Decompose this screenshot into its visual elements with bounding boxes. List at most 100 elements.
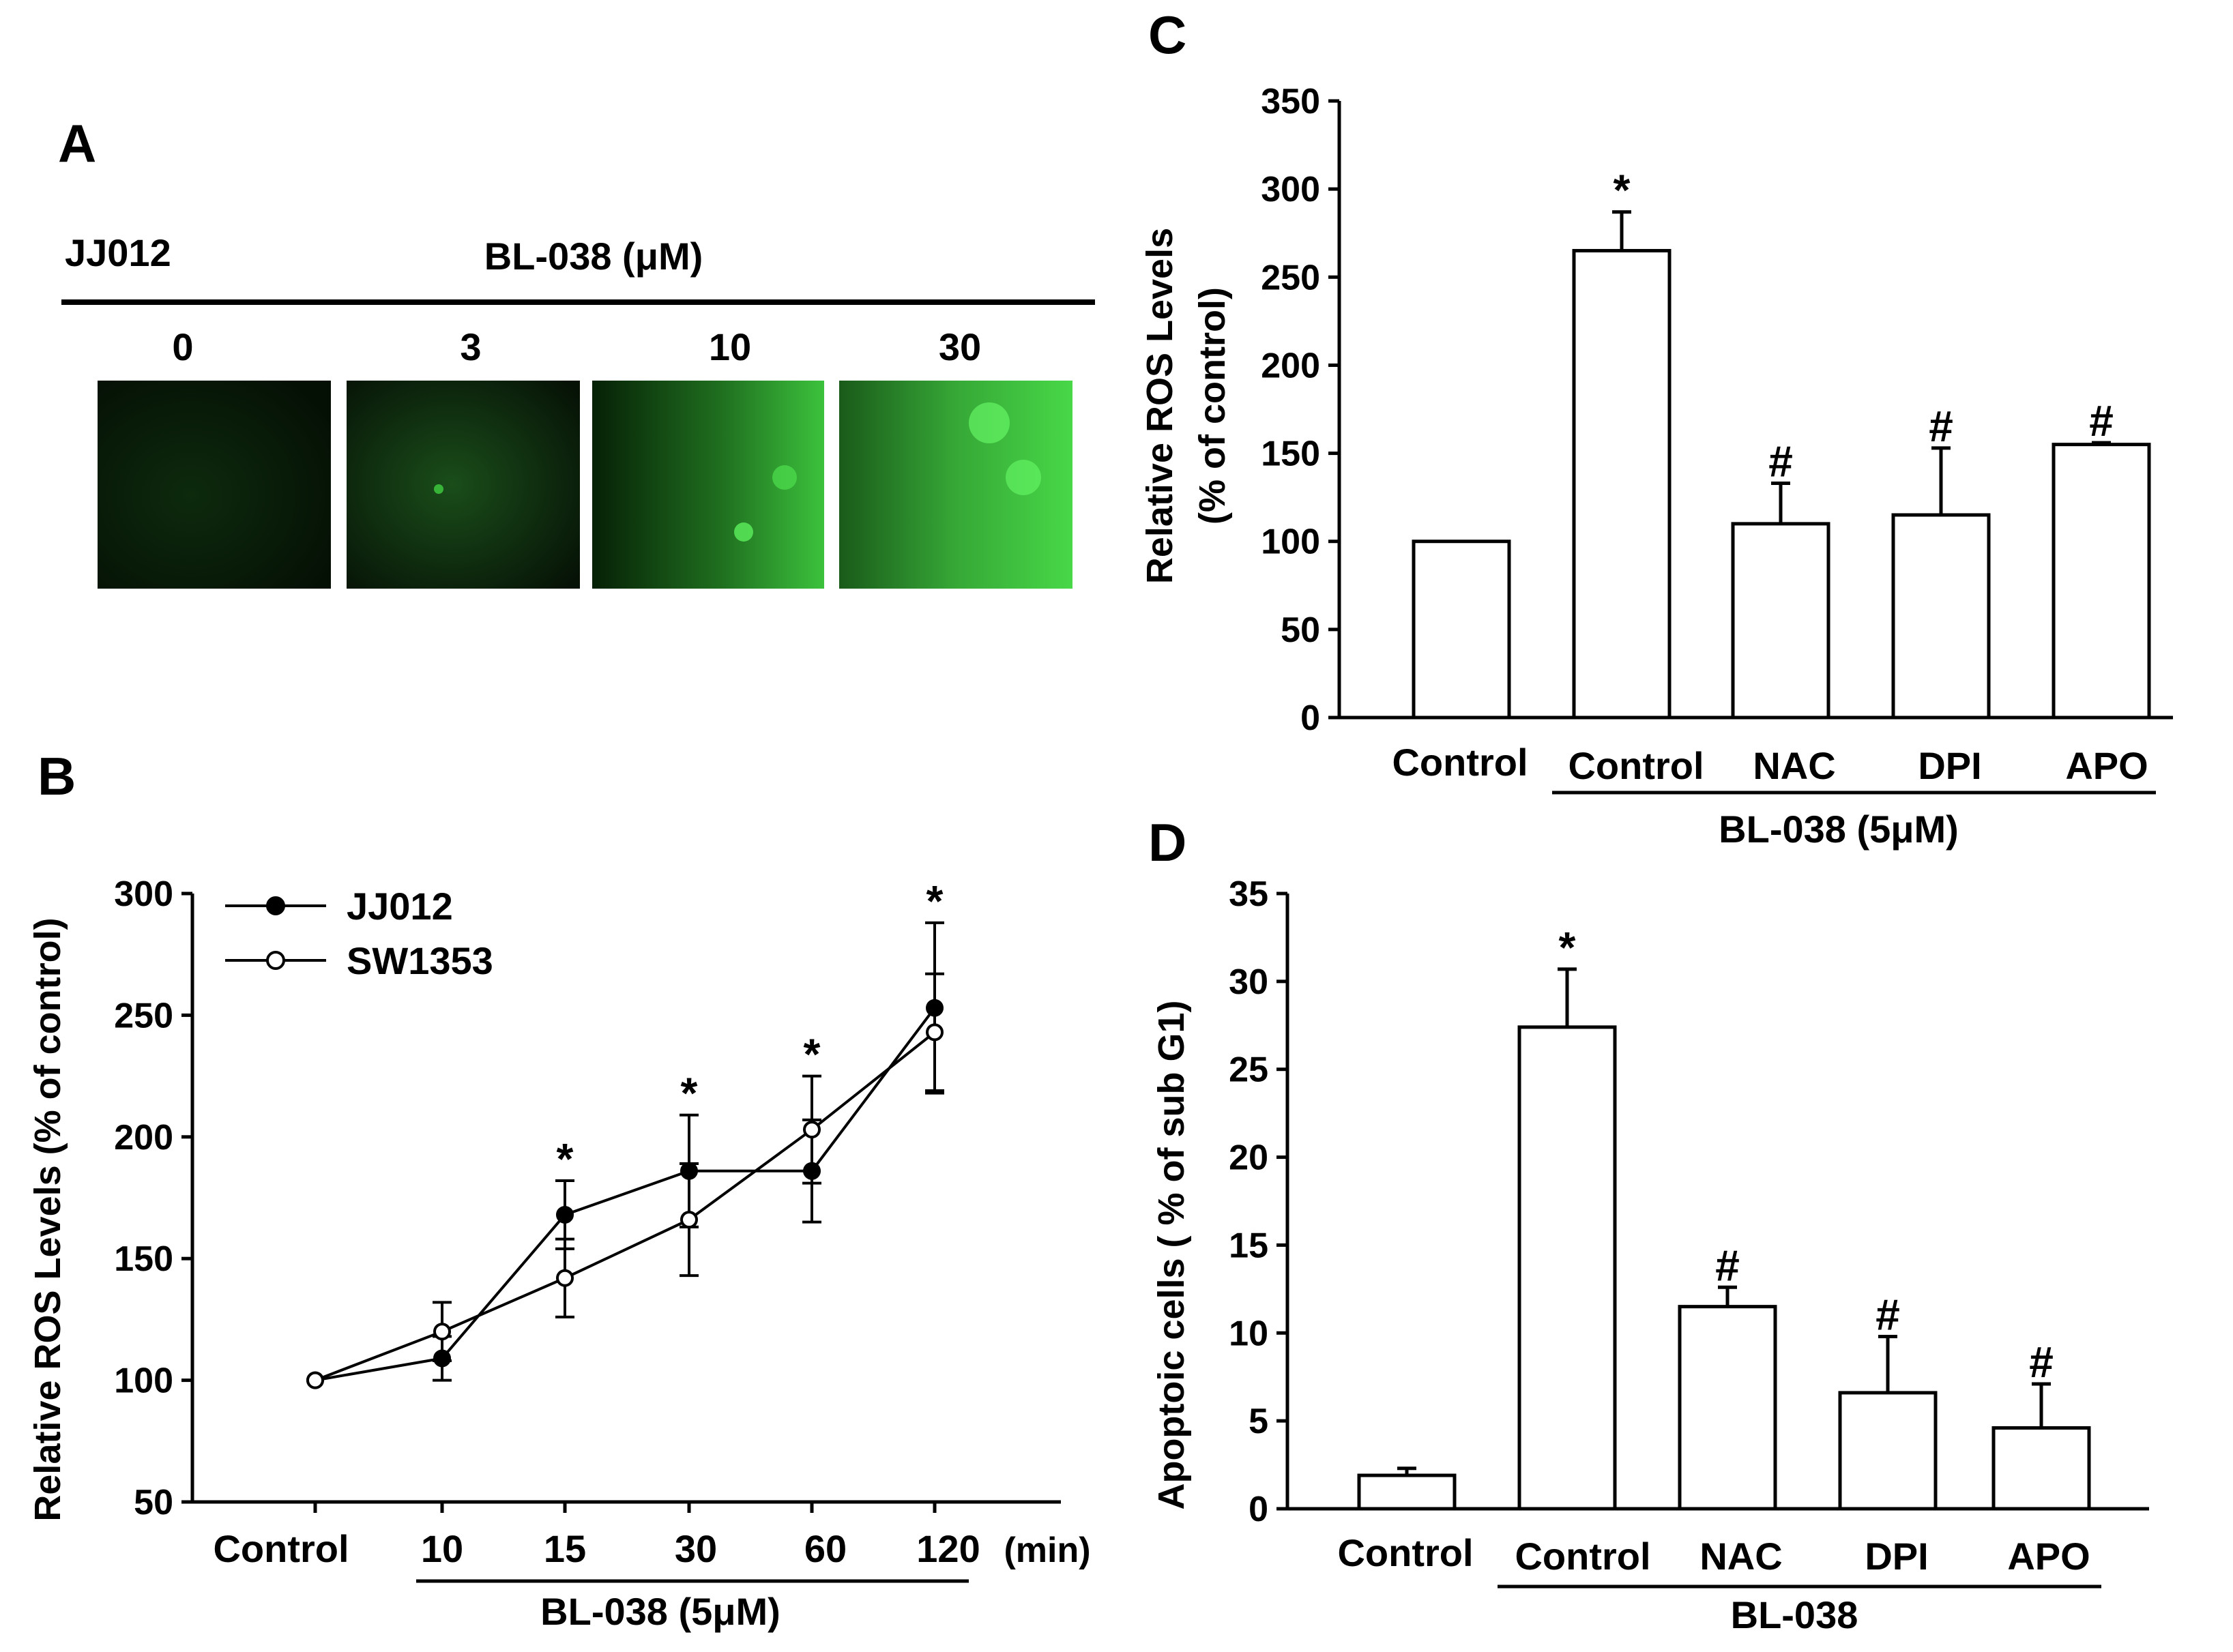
panel-a-label: A (58, 113, 96, 173)
y-tick-label: 250 (114, 996, 173, 1035)
y-tick-label: 200 (114, 1118, 173, 1157)
data-point-sw1353 (433, 1323, 451, 1341)
bar (2052, 443, 2151, 720)
category-label: DPI (1865, 1535, 1928, 1578)
bar (1357, 1473, 1457, 1511)
panel-d-category-labels: Control Control NAC DPI APO (1337, 1531, 2090, 1578)
legend-marker-sw1353 (266, 951, 285, 970)
y-tick-label: 35 (1229, 874, 1268, 914)
y-tick-label: 10 (1229, 1314, 1268, 1353)
y-tick-label: 15 (1229, 1226, 1268, 1265)
significance-mark: * (557, 1134, 574, 1183)
panel-c-y-ticks: 0 50 100 150 200 250 300 350 (1261, 82, 1339, 738)
y-tick-label: 50 (1281, 610, 1320, 650)
y-tick-label: 20 (1229, 1138, 1268, 1178)
microscopy-image-dose-3 (347, 381, 580, 589)
y-tick-label: 25 (1229, 1050, 1268, 1090)
data-point-sw1353 (306, 1371, 324, 1389)
dose-label-1: 3 (460, 325, 481, 368)
panel-c-category-labels: Control Control NAC DPI APO (1392, 741, 2148, 787)
panel-c-chart: C Relative ROS Levels (% of control) 0 50… (1139, 5, 2173, 851)
panel-b-chart: B Relative ROS Levels (% of control) 50 1… (27, 746, 1091, 1633)
category-label: APO (2065, 744, 2148, 787)
significance-mark: * (804, 1030, 821, 1079)
data-point-sw1353 (556, 1269, 574, 1287)
category-label: Control (1337, 1531, 1473, 1574)
treatment-label: BL-038 (μM) (484, 235, 703, 278)
data-point-jj012 (433, 1349, 451, 1368)
x-tick-label: 15 (544, 1527, 586, 1570)
y-tick-label: 0 (1249, 1490, 1268, 1529)
y-tick-label: 100 (1261, 522, 1320, 562)
category-label: Control (1568, 744, 1704, 787)
category-label: APO (2007, 1535, 2090, 1578)
series-line-jj012 (315, 1007, 936, 1382)
panel-c-y-label-line1: Relative ROS Levels (1139, 228, 1180, 584)
significance-mark: # (1768, 437, 1793, 486)
microscopy-image-dose-0 (98, 381, 331, 589)
cell-line-label: JJ012 (65, 231, 171, 274)
x-tick-label: Control (213, 1527, 349, 1570)
y-tick-label: 0 (1300, 698, 1320, 738)
bar (1891, 513, 1991, 720)
panel-c-group-label: BL-038 (5μM) (1719, 808, 1959, 851)
data-point-jj012 (803, 1162, 821, 1180)
y-tick-label: 350 (1261, 82, 1320, 121)
panel-d-y-ticks: 0 5 10 15 20 25 30 35 (1229, 874, 1287, 1529)
bar (1838, 1391, 1938, 1511)
data-point-jj012 (926, 999, 944, 1017)
legend-label-sw1353: SW1353 (347, 939, 493, 982)
y-tick-label: 30 (1229, 962, 1268, 1002)
category-label: NAC (1753, 744, 1835, 787)
y-tick-label: 5 (1249, 1402, 1268, 1441)
bar (1678, 1305, 1777, 1511)
bar (1572, 249, 1672, 720)
cell-spot (434, 484, 443, 494)
y-tick-label: 50 (134, 1483, 173, 1522)
y-tick-label: 200 (1261, 346, 1320, 385)
series-line-sw1353 (315, 1031, 936, 1382)
cell-spot (1006, 460, 1041, 495)
cell-spot (969, 402, 1010, 443)
panel-b-y-ticks: 50 100 150 200 250 300 (114, 874, 192, 1522)
panel-c-label: C (1148, 5, 1186, 65)
data-point-sw1353 (803, 1121, 821, 1139)
significance-mark: # (2029, 1338, 2054, 1387)
cell-spot (734, 522, 753, 542)
y-tick-label: 300 (114, 874, 173, 914)
panel-b-x-unit: (min) (1004, 1531, 1090, 1570)
bar (1991, 1426, 2091, 1511)
y-tick-label: 100 (114, 1361, 173, 1401)
significance-mark: * (926, 876, 944, 926)
panel-c-error-bars (1612, 210, 2111, 524)
bar (1412, 540, 1511, 720)
significance-mark: * (1559, 923, 1576, 972)
panel-d-bars (1357, 1025, 2091, 1511)
panel-b-label: B (38, 746, 76, 806)
significance-mark: # (1876, 1290, 1900, 1339)
bar (1517, 1025, 1617, 1511)
data-point-jj012 (556, 1205, 574, 1224)
panel-b-y-label: Relative ROS Levels (% of control) (27, 917, 68, 1521)
dose-label-0: 0 (172, 325, 193, 368)
panel-d-y-label: Apoptoic cells ( % of sub G1) (1151, 1000, 1192, 1509)
panel-b-points (306, 999, 944, 1389)
significance-mark: # (2089, 396, 2114, 445)
category-label: NAC (1699, 1535, 1782, 1578)
panel-d-chart: D Apoptoic cells ( % of sub G1) 0 5 10 15 20… (1148, 812, 2149, 1636)
panel-c-bars (1412, 249, 2151, 720)
panel-d-error-bars (1397, 967, 2051, 1476)
cell-spot (772, 465, 797, 490)
data-point-sw1353 (926, 1023, 944, 1042)
panel-b-x-ticks: Control 10 15 30 60 120 (213, 1502, 980, 1570)
panel-b-group-label: BL-038 (5μM) (540, 1590, 780, 1633)
dose-label-2: 10 (709, 325, 751, 368)
panel-b-error-bars (433, 921, 944, 1382)
x-tick-label: 60 (804, 1527, 847, 1570)
category-label: DPI (1918, 744, 1981, 787)
panel-c-significance: * # # # (1614, 166, 2114, 486)
panel-b-significance: * * * * (557, 876, 944, 1183)
legend-marker-jj012 (266, 896, 285, 915)
panel-d-group-label: BL-038 (1731, 1593, 1858, 1636)
